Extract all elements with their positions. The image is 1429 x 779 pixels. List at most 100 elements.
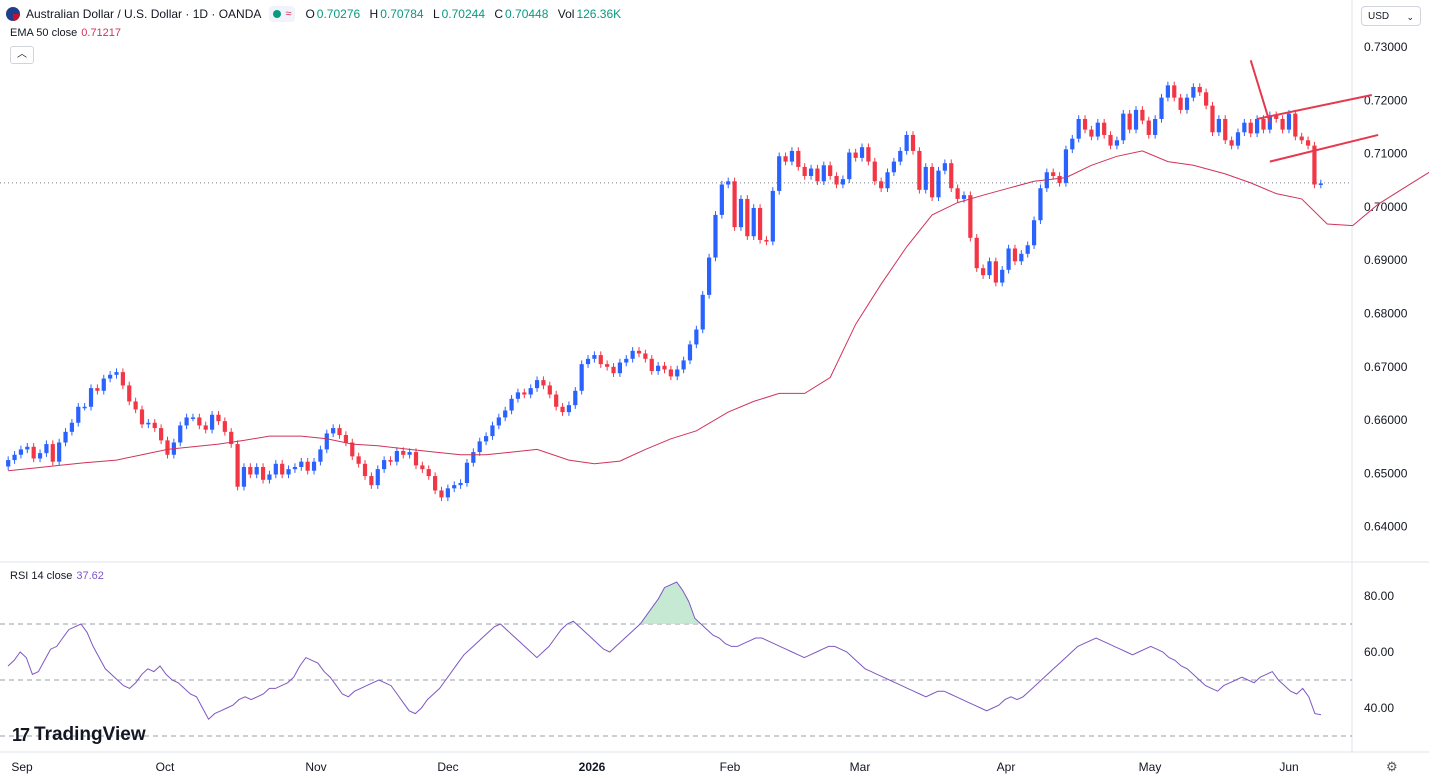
candle-body	[898, 150, 903, 162]
collapse-legend-button[interactable]: ︿	[10, 46, 34, 64]
candle-body	[1318, 183, 1323, 185]
candle-body	[197, 417, 202, 426]
price-tick-label: 0.68000	[1364, 307, 1408, 321]
currency-label: USD	[1368, 11, 1390, 22]
candle-body	[713, 214, 718, 258]
candle-body	[802, 166, 807, 176]
candle-body	[229, 431, 234, 445]
candle-body	[394, 451, 399, 462]
vol-value: 126.36K	[576, 7, 622, 21]
wedge-lead-line	[1249, 60, 1271, 123]
candle-body	[388, 460, 393, 462]
candle-body	[738, 198, 744, 228]
rsi-line	[7, 581, 1322, 721]
candle-body	[757, 207, 763, 240]
candle-body	[44, 444, 49, 454]
candle-body	[585, 358, 591, 365]
candle-body	[101, 378, 106, 391]
candle-body	[31, 446, 36, 459]
currency-select[interactable]: USD ⌄	[1361, 6, 1421, 26]
time-tick-label: Oct	[156, 760, 175, 774]
tradingview-logo[interactable]: 17 TradingView	[12, 724, 146, 746]
price-tick-label: 0.71000	[1364, 147, 1408, 161]
price-tick-label: 0.64000	[1364, 520, 1408, 534]
candle-body	[120, 372, 125, 386]
candle-body	[401, 451, 406, 455]
candle-body	[515, 392, 521, 399]
candle-body	[1223, 118, 1228, 141]
candle-body	[522, 392, 527, 395]
ema-value: 0.71217	[81, 27, 122, 39]
status-pill[interactable]: ≈	[269, 6, 296, 22]
candle-body	[1254, 118, 1260, 134]
candle-body	[1299, 136, 1304, 141]
candle-body	[534, 380, 540, 389]
candle-body	[783, 156, 788, 162]
candle-body	[1242, 122, 1247, 133]
candle-body	[1051, 172, 1056, 176]
candle-body	[687, 344, 693, 361]
settings-gear-icon[interactable]: ⚙	[1386, 759, 1398, 774]
candle-body	[955, 188, 960, 199]
candle-body	[541, 380, 546, 386]
candle-body	[292, 467, 298, 470]
candle-body	[108, 374, 113, 379]
candle-body	[1114, 140, 1120, 146]
candle-body	[917, 150, 922, 190]
candle-body	[6, 460, 11, 467]
candle-body	[993, 261, 998, 283]
candle-body	[222, 421, 227, 432]
candle-body	[649, 358, 654, 372]
candle-body	[241, 467, 247, 487]
candle-body	[318, 449, 323, 462]
candle-body	[1159, 97, 1164, 119]
candle-body	[1133, 109, 1139, 130]
candle-body	[1165, 85, 1170, 98]
candle-body	[1057, 175, 1062, 183]
candle-body	[719, 184, 724, 215]
candle-body	[1019, 253, 1024, 262]
rsi-overbought-fill	[640, 582, 701, 624]
candle-body	[464, 462, 470, 483]
candle-body	[12, 454, 17, 461]
candle-body	[337, 428, 342, 436]
candle-body	[700, 294, 705, 330]
time-tick-label: Jun	[1279, 760, 1298, 774]
rsi-tick-label: 60.00	[1364, 645, 1394, 659]
wedge-upper-trendline	[1256, 93, 1372, 120]
candle-body	[1063, 149, 1069, 183]
candle-body	[382, 460, 387, 470]
candle-body	[961, 195, 967, 199]
candle-body	[235, 444, 240, 487]
candle-body	[1038, 188, 1043, 221]
rsi-legend[interactable]: RSI 14 close 37.62	[10, 570, 104, 582]
open-label: O	[305, 7, 315, 21]
time-tick-label: Mar	[850, 760, 871, 774]
candle-body	[980, 268, 986, 276]
candle-body	[273, 463, 278, 475]
candle-body	[445, 488, 450, 498]
price-tick-label: 0.69000	[1364, 253, 1408, 267]
chevron-down-icon: ⌄	[1406, 12, 1414, 22]
candle-body	[1012, 248, 1018, 262]
candle-body	[1006, 248, 1011, 270]
candle-body	[458, 482, 463, 486]
ema-label: EMA 50 close	[10, 27, 78, 39]
rsi-tick-label: 40.00	[1364, 701, 1394, 715]
candle-body	[796, 150, 801, 167]
candle-body	[1082, 118, 1088, 130]
candle-body	[879, 181, 884, 189]
candle-body	[209, 414, 215, 430]
wedge-lower-trendline	[1269, 133, 1379, 163]
candle-body	[1204, 92, 1209, 106]
high-label: H	[369, 7, 379, 21]
candle-body	[152, 422, 157, 429]
candle-body	[114, 372, 119, 375]
symbol-title[interactable]: Australian Dollar / U.S. Dollar · 1D · O…	[26, 7, 262, 21]
candle-body	[260, 467, 266, 480]
ema-legend[interactable]: EMA 50 close 0.71217	[10, 27, 121, 39]
ema50-line	[8, 150, 1429, 472]
candle-body	[413, 452, 419, 466]
candle-body	[1191, 86, 1196, 98]
